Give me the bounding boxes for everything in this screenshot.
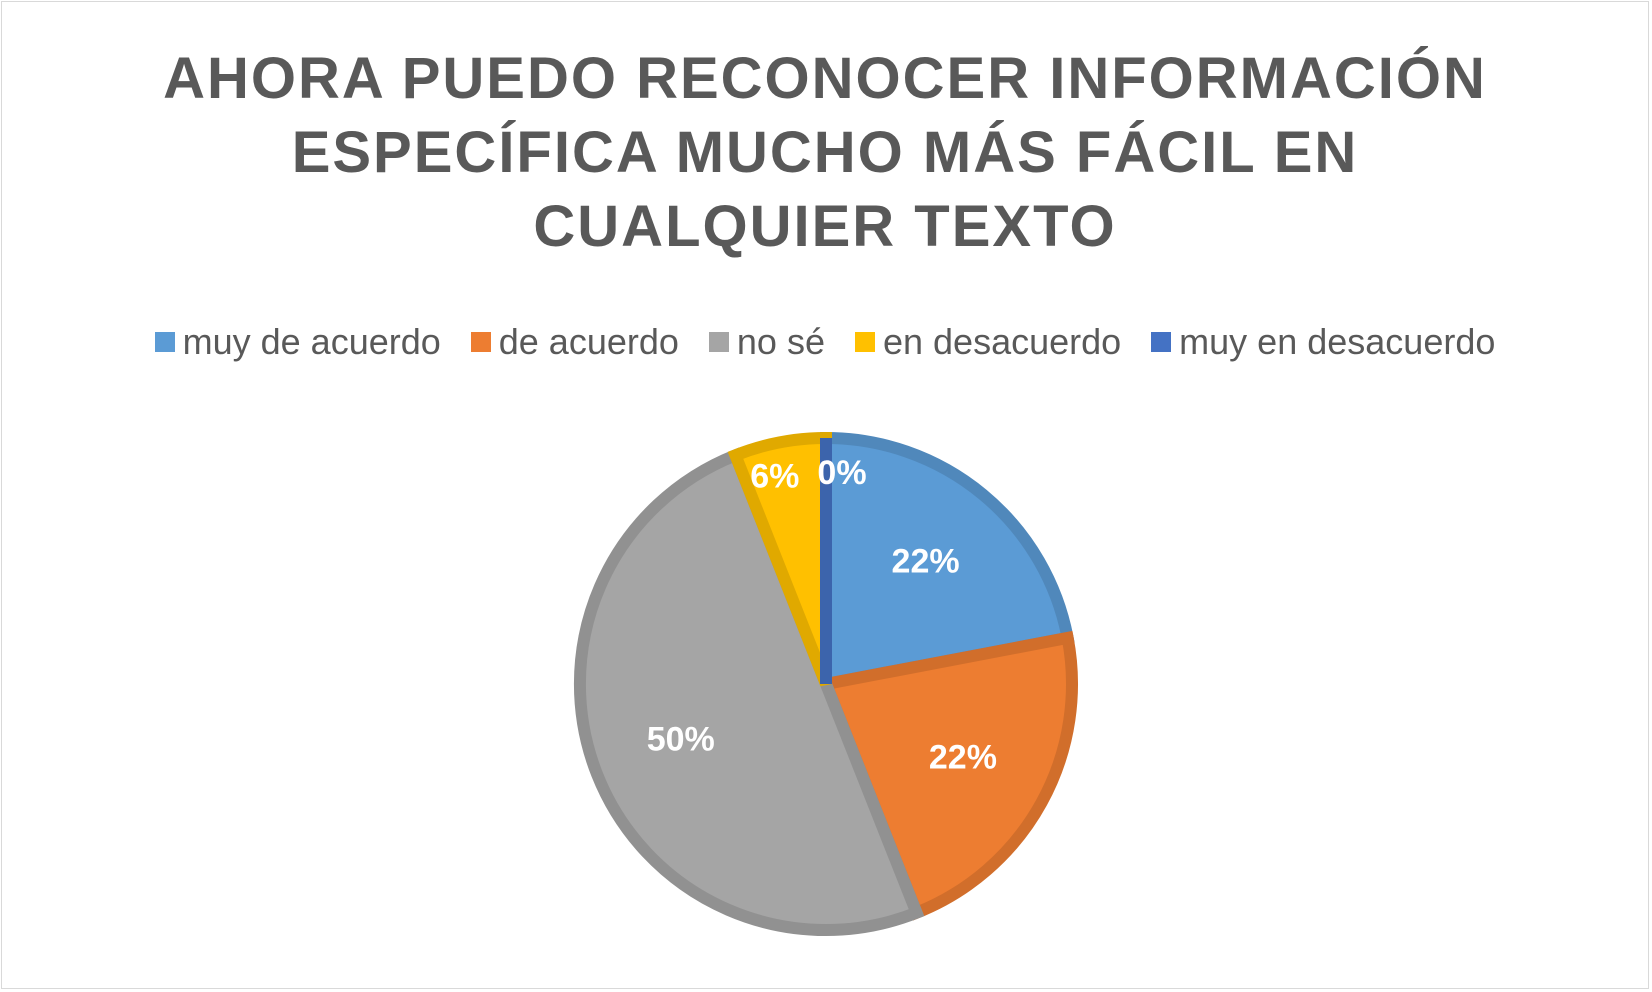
legend-swatch-de-acuerdo bbox=[470, 332, 491, 352]
pie-slice-muy-de-acuerdo bbox=[820, 431, 1075, 692]
legend-swatch-no-se bbox=[708, 332, 729, 352]
chart-title-line-3: CUALQUIER TEXTO bbox=[533, 194, 1117, 259]
legend-item-no-se: no sé bbox=[708, 320, 825, 364]
legend-label-no-se: no sé bbox=[736, 321, 825, 362]
legend-label-muy-en-desacuerdo: muy en desacuerdo bbox=[1179, 321, 1496, 362]
legend-item-muy-de-acuerdo: muy de acuerdo bbox=[154, 320, 441, 364]
legend-item-en-desacuerdo: en desacuerdo bbox=[854, 320, 1122, 364]
chart-legend: muy de acuerdo de acuerdo no sé en desac… bbox=[2, 320, 1648, 364]
chart-title-line-2: ESPECÍFICA MUCHO MÁS FÁCIL EN bbox=[291, 120, 1359, 185]
pie-slice-de-acuerdo bbox=[817, 630, 1078, 921]
legend-item-de-acuerdo: de acuerdo bbox=[470, 320, 679, 364]
data-label-no-se: 50% bbox=[647, 721, 715, 759]
data-label-muy-de-acuerdo: 22% bbox=[892, 543, 960, 581]
chart-title-line-1: AHORA PUEDO RECONOCER INFORMACIÓN bbox=[163, 46, 1487, 111]
legend-item-muy-en-desacuerdo: muy en desacuerdo bbox=[1151, 320, 1495, 364]
legend-swatch-muy-de-acuerdo bbox=[154, 332, 175, 352]
legend-swatch-muy-en-desacuerdo bbox=[1151, 332, 1172, 352]
chart-title: AHORA PUEDO RECONOCER INFORMACIÓN ESPECÍ… bbox=[2, 42, 1648, 264]
legend-swatch-en-desacuerdo bbox=[854, 332, 875, 352]
data-label-muy-en-desacuerdo: 0% bbox=[817, 454, 866, 492]
data-label-en-desacuerdo: 6% bbox=[750, 458, 799, 496]
data-label-de-acuerdo: 22% bbox=[929, 738, 997, 776]
legend-label-muy-de-acuerdo: muy de acuerdo bbox=[182, 321, 441, 362]
legend-label-de-acuerdo: de acuerdo bbox=[498, 321, 679, 362]
pie-slice-no-se bbox=[574, 447, 925, 936]
legend-label-en-desacuerdo: en desacuerdo bbox=[882, 321, 1122, 362]
